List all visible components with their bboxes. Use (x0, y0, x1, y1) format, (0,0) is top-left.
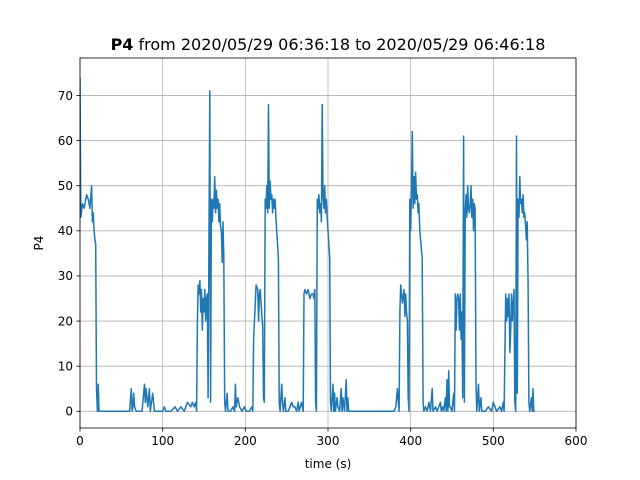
y-tick-label: 10 (58, 359, 73, 373)
chart-title: P4 from 2020/05/29 06:36:18 to 2020/05/2… (111, 35, 546, 54)
y-tick-label: 20 (58, 314, 73, 328)
y-axis: 0 10 20 30 40 50 60 70 (58, 89, 80, 419)
y-tick-label: 50 (58, 179, 73, 193)
x-tick-label: 600 (565, 434, 588, 448)
x-axis: 0 100 200 300 400 500 600 (76, 428, 587, 448)
x-tick-label: 300 (317, 434, 340, 448)
y-tick-label: 0 (65, 405, 73, 419)
x-axis-label: time (s) (305, 457, 352, 471)
x-tick-label: 500 (482, 434, 505, 448)
chart-title-bold: P4 (111, 35, 134, 54)
y-tick-label: 70 (58, 89, 73, 103)
y-tick-label: 40 (58, 224, 73, 238)
gridlines (79, 58, 577, 428)
x-tick-label: 400 (399, 434, 422, 448)
x-tick-label: 200 (234, 434, 257, 448)
y-tick-label: 30 (58, 269, 73, 283)
x-tick-label: 0 (76, 434, 84, 448)
y-tick-label: 60 (58, 134, 73, 148)
series-line-p4 (80, 77, 535, 413)
x-tick-label: 100 (151, 434, 174, 448)
chart-title-rest: from 2020/05/29 06:36:18 to 2020/05/29 0… (133, 35, 545, 54)
y-axis-label: P4 (32, 236, 46, 251)
